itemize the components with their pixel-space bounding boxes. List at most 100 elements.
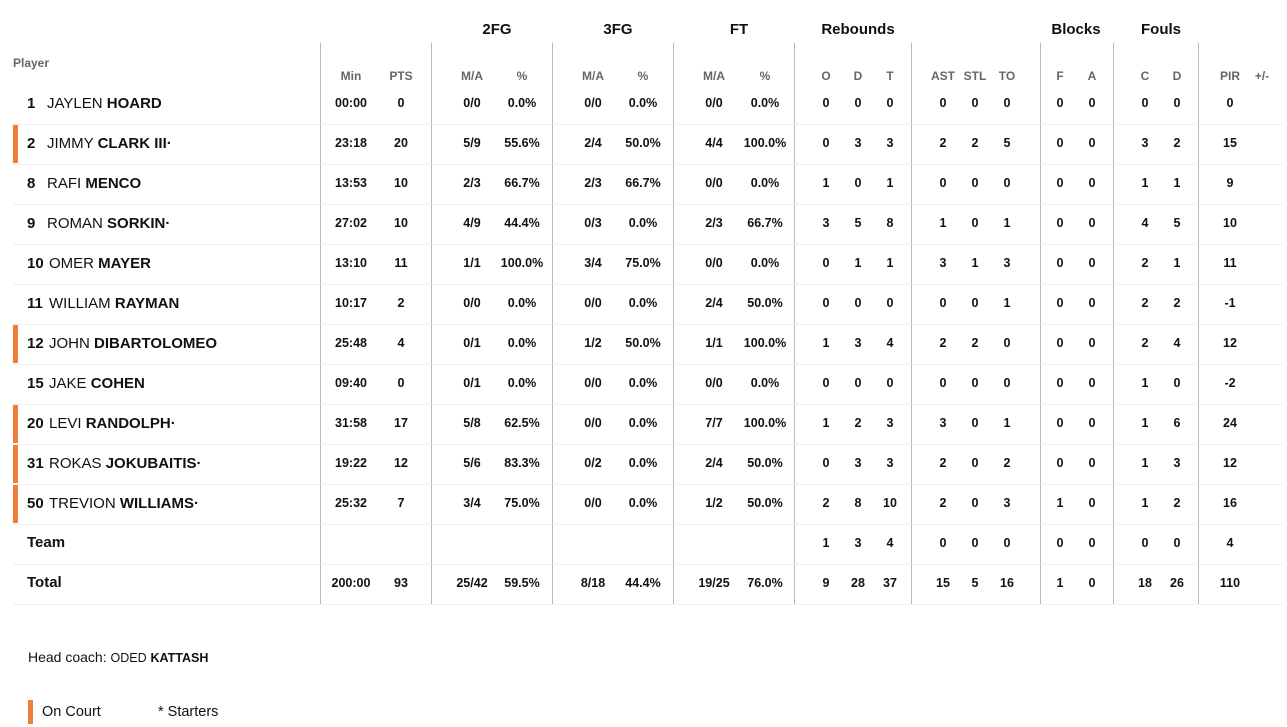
stat-ft-pct: 50.0%: [747, 296, 783, 310]
stat-3fg-pct: 66.7%: [625, 176, 661, 190]
player-last-name: HOARD: [106, 95, 162, 112]
player-number: 15: [27, 375, 44, 392]
player-number: 31: [27, 455, 44, 472]
stat-3fg-ma: 0/0: [584, 96, 602, 110]
starters-legend-label: * Starters: [158, 704, 219, 720]
stat-min: 31:58: [335, 416, 367, 430]
player-number: 11: [27, 295, 43, 312]
stat-reb-t: 8: [886, 216, 894, 230]
stat-3fg-pct: 50.0%: [625, 336, 661, 350]
head-coach: Head coach: ODED KATTASH: [28, 649, 208, 665]
stat-ft-ma: 1/2: [705, 496, 723, 510]
stat-stl: 0: [971, 96, 979, 110]
stat-pts: 10: [394, 176, 408, 190]
on-court-legend-marker: [28, 700, 33, 724]
stat-pts: 93: [394, 576, 408, 590]
subheader-min: Min: [340, 69, 362, 83]
player-row[interactable]: 2 JIMMY CLARK III· 23:18 20 5/9 55.6% 2/4 50.0%…: [13, 124, 1283, 165]
stat-reb-t: 10: [883, 496, 897, 510]
subheader-pir: PIR: [1219, 69, 1240, 83]
player-row[interactable]: 15 JAKE COHEN 09:40 0 0/1 0.0% 0/0 0.0% 0/0 0.0% 0…: [13, 364, 1283, 405]
player-name[interactable]: 12 JOHN DIBARTOLOMEO: [27, 335, 217, 352]
player-row[interactable]: 12 JOHN DIBARTOLOMEO 25:48 4 0/1 0.0% 1/2 50.0%…: [13, 324, 1283, 365]
stat-pts: 17: [394, 416, 408, 430]
subheader-3fg-ma: M/A: [582, 69, 604, 83]
player-name[interactable]: 20 LEVI RANDOLPH·: [27, 415, 176, 432]
stat-reb-o: 0: [822, 456, 830, 470]
stat-blk-a: 0: [1088, 96, 1096, 110]
player-first-name: RAFI: [47, 175, 82, 192]
starter-mark: ·: [196, 455, 202, 472]
player-number: 20: [27, 415, 44, 432]
player-row[interactable]: 10 OMER MAYER 13:10 11 1/1 100.0% 3/4 75.0% 0/0 0…: [13, 244, 1283, 285]
subheader-blk-f: F: [1056, 69, 1064, 83]
player-last-name: WILLIAMS: [119, 495, 195, 512]
stat-ft-ma: 2/4: [705, 456, 723, 470]
stat-foul-c: 1: [1141, 456, 1149, 470]
player-last-name: JOKUBAITIS: [105, 455, 197, 472]
column-divider: [911, 43, 912, 604]
stat-ft-ma: 0/0: [705, 176, 723, 190]
subheader-blk-a: A: [1087, 69, 1097, 83]
team-row: Team 1 3 4 0 0 0 0 0 0 0 4: [13, 524, 1283, 565]
stat-reb-d: 0: [854, 296, 862, 310]
player-last-name: DIBARTOLOMEO: [94, 335, 218, 352]
player-name[interactable]: 8 RAFI MENCO: [27, 175, 141, 192]
player-number: 1: [27, 95, 36, 112]
stat-pir: 12: [1223, 336, 1237, 350]
stat-foul-c: 3: [1141, 136, 1149, 150]
head-coach-first-name: ODED: [110, 651, 147, 665]
group-header-3fg: 3FG: [603, 21, 633, 38]
stat-reb-d: 1: [854, 256, 862, 270]
stat-foul-d: 0: [1173, 536, 1181, 550]
subheader-to: TO: [998, 69, 1016, 83]
subheader-plus-minus: +/-: [1254, 69, 1270, 83]
player-last-name: RAYMAN: [114, 295, 180, 312]
player-row[interactable]: 1 JAYLEN HOARD 00:00 0 0/0 0.0% 0/0 0.0% 0/0 0.0%…: [13, 84, 1283, 125]
player-name[interactable]: 50 TREVION WILLIAMS·: [27, 495, 199, 512]
stat-pts: 10: [394, 216, 408, 230]
player-name[interactable]: 2 JIMMY CLARK III·: [27, 135, 172, 152]
stat-reb-t: 37: [883, 576, 897, 590]
stat-min: 25:32: [335, 496, 367, 510]
stat-ft-ma: 2/3: [705, 216, 723, 230]
stat-foul-d: 1: [1173, 256, 1181, 270]
stat-ft-pct: 100.0%: [743, 336, 787, 350]
player-row[interactable]: 9 ROMAN SORKIN· 27:02 10 4/9 44.4% 0/3 0.0% 2/3 6…: [13, 204, 1283, 245]
stat-blk-f: 1: [1056, 496, 1064, 510]
stat-stl: 0: [971, 296, 979, 310]
player-row[interactable]: 11 WILLIAM RAYMAN 10:17 2 0/0 0.0% 0/0 0.0% 2/4 5…: [13, 284, 1283, 325]
player-name[interactable]: 10 OMER MAYER: [27, 255, 151, 272]
stat-2fg-ma: 5/6: [463, 456, 481, 470]
player-row[interactable]: 31 ROKAS JOKUBAITIS· 19:22 12 5/6 83.3% 0/2 0.0…: [13, 444, 1283, 485]
stat-ast: 0: [939, 536, 947, 550]
stat-reb-t: 3: [886, 456, 894, 470]
player-row[interactable]: 50 TREVION WILLIAMS· 25:32 7 3/4 75.0% 0/0 0.0%…: [13, 484, 1283, 525]
player-name[interactable]: 9 ROMAN SORKIN·: [27, 215, 170, 232]
head-coach-last-name: KATTASH: [150, 651, 209, 665]
stat-pir: 10: [1223, 216, 1237, 230]
stat-reb-o: 9: [822, 576, 830, 590]
stat-foul-d: 26: [1170, 576, 1184, 590]
player-name[interactable]: 31 ROKAS JOKUBAITIS·: [27, 455, 202, 472]
stat-2fg-ma: 3/4: [463, 496, 481, 510]
player-name[interactable]: 11 WILLIAM RAYMAN: [27, 295, 179, 312]
stat-ft-pct: 76.0%: [747, 576, 783, 590]
stat-foul-c: 2: [1141, 336, 1149, 350]
stat-3fg-ma: 0/0: [584, 416, 602, 430]
stat-stl: 0: [971, 176, 979, 190]
stat-foul-c: 1: [1141, 176, 1149, 190]
stat-2fg-ma: 5/8: [463, 416, 481, 430]
stat-ast: 0: [939, 96, 947, 110]
stat-reb-d: 0: [854, 176, 862, 190]
player-name[interactable]: 1 JAYLEN HOARD: [27, 95, 162, 112]
stat-reb-d: 28: [851, 576, 865, 590]
group-header-fouls: Fouls: [1141, 21, 1181, 38]
stat-stl: 0: [971, 416, 979, 430]
player-name[interactable]: 15 JAKE COHEN: [27, 375, 145, 392]
stat-reb-d: 3: [854, 536, 862, 550]
player-row[interactable]: 20 LEVI RANDOLPH· 31:58 17 5/8 62.5% 0/0 0.0% 7/…: [13, 404, 1283, 445]
subheader-pts: PTS: [389, 69, 413, 83]
starter-mark: ·: [165, 215, 171, 232]
player-row[interactable]: 8 RAFI MENCO 13:53 10 2/3 66.7% 2/3 66.7% 0/0 0.0…: [13, 164, 1283, 205]
